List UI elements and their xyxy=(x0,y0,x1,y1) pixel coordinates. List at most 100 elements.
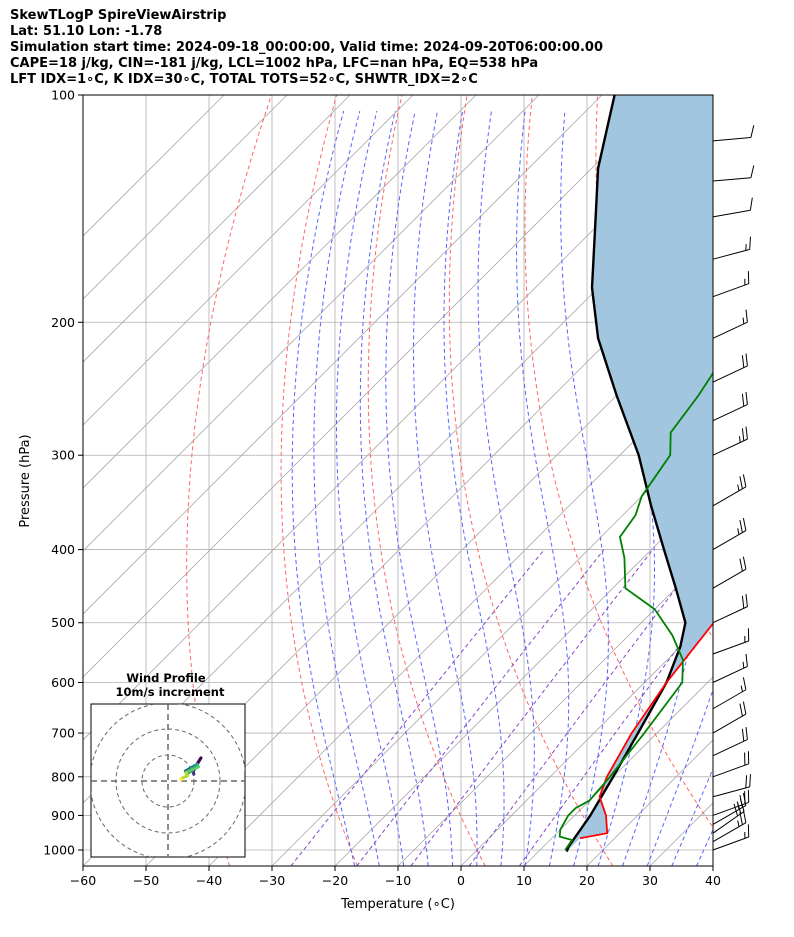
barb-half-flag xyxy=(737,820,740,827)
barb-staff xyxy=(712,739,748,757)
wind-barb xyxy=(712,309,748,339)
x-axis-ticks: −60 −50 −40 −30 −20 −10 0 10 20 30 40 xyxy=(70,866,721,888)
cape-cin-shading xyxy=(566,95,713,852)
profiles xyxy=(558,95,713,853)
barb-flag xyxy=(739,520,743,533)
y-tick-label: 800 xyxy=(51,769,75,784)
barb-flag xyxy=(745,594,748,607)
barb-half-flag xyxy=(742,661,745,669)
barb-staff xyxy=(712,805,747,825)
wind-barb xyxy=(712,594,748,624)
barb-staff xyxy=(712,786,750,798)
simulation-times: Simulation start time: 2024-09-18_00:00:… xyxy=(10,40,603,55)
barb-staff xyxy=(712,810,745,834)
barb-flag xyxy=(742,677,747,690)
wind-barb xyxy=(712,727,748,757)
mixing-ratio-line xyxy=(468,549,706,866)
isotherm-line xyxy=(208,361,713,866)
barb-flag xyxy=(745,653,748,667)
x-tick-label: 0 xyxy=(457,873,465,888)
y-axis-ticks: 1000 900 800 700 600 500 400 300 200 100 xyxy=(43,88,83,858)
barb-flag xyxy=(745,309,748,323)
wind-barb xyxy=(712,701,747,734)
hodograph-trace xyxy=(179,756,203,782)
barb-flag xyxy=(749,197,753,211)
barb-half-flag xyxy=(742,317,745,324)
x-tick-label: −60 xyxy=(70,873,96,888)
barb-flag xyxy=(749,774,751,787)
wind-barbs xyxy=(712,125,755,851)
barb-half-flag xyxy=(737,484,740,491)
y-tick-label: 300 xyxy=(51,448,75,463)
y-tick-label: 600 xyxy=(51,675,75,690)
barb-flag xyxy=(742,701,747,715)
wind-barb xyxy=(712,518,747,550)
stability-indices: LFT IDX=1∘C, K IDX=30∘C, TOTAL TOTS=52∘C… xyxy=(10,72,478,87)
barb-staff xyxy=(712,283,749,298)
isotherm-line xyxy=(83,95,225,237)
lat-lon: Lat: 51.10 Lon: -1.78 xyxy=(10,24,163,39)
wind-barb xyxy=(712,125,755,142)
barb-staff xyxy=(712,713,747,734)
y-tick-label: 100 xyxy=(51,88,75,103)
y-tick-label: 400 xyxy=(51,542,75,557)
moist-adiabat xyxy=(746,111,794,866)
isotherm-line xyxy=(145,298,713,866)
isotherm-line xyxy=(83,95,603,615)
barb-flag xyxy=(739,476,743,489)
barb-flag xyxy=(733,803,739,817)
barb-flag xyxy=(749,236,751,250)
x-tick-label: −10 xyxy=(385,873,411,888)
isotherm-line xyxy=(83,95,414,426)
cape-cin-indices: CAPE=18 j/kg, CIN=-181 j/kg, LCL=1002 hP… xyxy=(10,56,539,71)
x-tick-label: −20 xyxy=(322,873,348,888)
dry-adiabat xyxy=(367,95,486,866)
wind-barb xyxy=(712,197,753,218)
wind-barb xyxy=(712,353,748,383)
isotherm-line xyxy=(397,550,713,866)
moist-adiabat xyxy=(560,110,609,866)
wind-barb xyxy=(712,751,750,778)
barb-staff xyxy=(712,665,748,683)
wind-profile-inset: Wind Profile 10m/s increment xyxy=(90,671,246,858)
barb-flag xyxy=(745,775,748,788)
barb-flag xyxy=(741,728,745,742)
barb-half-flag xyxy=(739,436,741,443)
inset-rings xyxy=(91,704,245,857)
x-tick-label: 20 xyxy=(579,873,595,888)
barb-flag xyxy=(741,595,745,609)
dry-adiabat xyxy=(524,95,713,829)
parcel-line xyxy=(565,95,687,853)
barb-staff xyxy=(712,137,751,142)
wind-barb xyxy=(712,392,748,422)
cape-fill xyxy=(566,95,713,852)
barb-flag xyxy=(750,165,755,178)
barb-flag xyxy=(745,392,748,405)
inset-subtitle: 10m/s increment xyxy=(116,685,225,699)
y-tick-label: 500 xyxy=(51,615,75,630)
x-tick-label: 40 xyxy=(705,873,721,888)
y-tick-label: 200 xyxy=(51,315,75,330)
moist-adiabat xyxy=(622,110,710,866)
wind-barb xyxy=(712,165,755,182)
wind-barb xyxy=(712,653,748,683)
wind-barb xyxy=(712,556,747,589)
dry-adiabat xyxy=(280,95,358,866)
barb-flag xyxy=(742,474,747,487)
x-tick-label: −50 xyxy=(133,873,159,888)
moist-adiabat xyxy=(385,110,453,866)
isotherm-line xyxy=(334,487,713,866)
isotherm-line xyxy=(83,95,351,363)
moist-adiabat xyxy=(477,110,535,866)
barb-flag xyxy=(739,703,743,717)
mixing-ratio-line xyxy=(410,549,654,866)
barb-flag xyxy=(742,556,747,570)
x-tick-label: −40 xyxy=(196,873,222,888)
isotherm-line xyxy=(83,95,288,300)
wind-barb xyxy=(712,799,745,834)
moist-adiabat xyxy=(413,110,478,866)
mixing-ratio-line xyxy=(356,549,605,866)
barb-staff xyxy=(712,822,747,843)
temperature-line xyxy=(579,622,713,840)
